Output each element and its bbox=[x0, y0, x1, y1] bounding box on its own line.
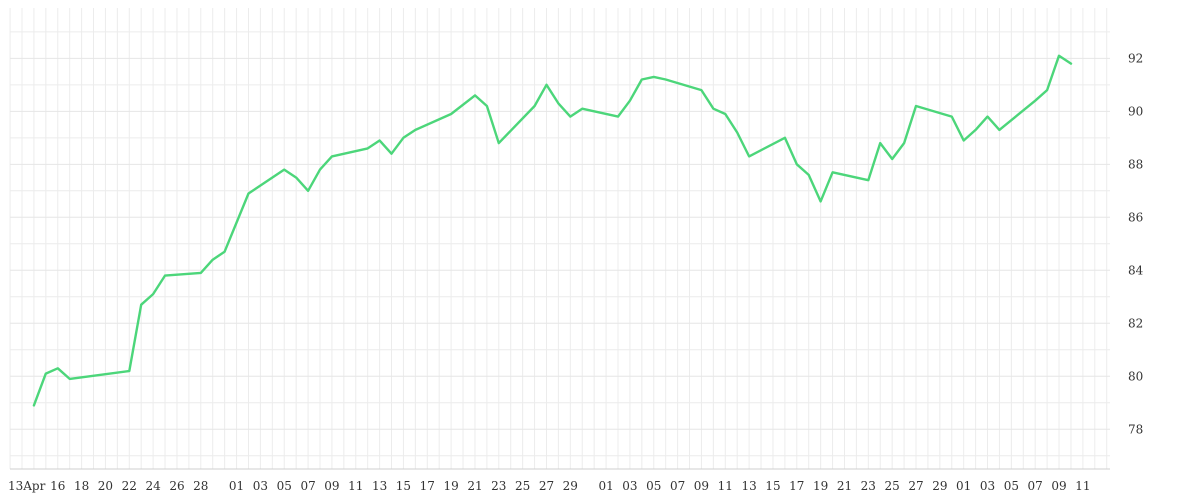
x-tick-label: 17 bbox=[420, 479, 435, 493]
x-tick-label: 05 bbox=[277, 479, 292, 493]
x-tick-label: 11 bbox=[718, 479, 733, 493]
x-tick-label: 26 bbox=[169, 479, 184, 493]
x-tick-label: 27 bbox=[539, 479, 554, 493]
x-tick-label: 18 bbox=[74, 479, 89, 493]
x-tick-label: 01 bbox=[956, 479, 971, 493]
x-tick-label: 17 bbox=[789, 479, 804, 493]
y-tick-label: 78 bbox=[1128, 422, 1143, 436]
x-tick-label: 29 bbox=[932, 479, 947, 493]
x-tick-label: 13 bbox=[372, 479, 387, 493]
x-tick-label: 07 bbox=[670, 479, 685, 493]
x-tick-label: 28 bbox=[193, 479, 208, 493]
horizontal-grid-lines bbox=[10, 31, 1110, 457]
vertical-grid-lines bbox=[9, 8, 1108, 469]
x-tick-label: 07 bbox=[1028, 479, 1043, 493]
x-tick-label: 07 bbox=[300, 479, 315, 493]
x-tick-label: 15 bbox=[396, 479, 411, 493]
x-tick-label: 24 bbox=[145, 479, 161, 493]
y-tick-label: 82 bbox=[1128, 316, 1143, 330]
x-tick-label: 23 bbox=[861, 479, 876, 493]
y-tick-label: 92 bbox=[1128, 51, 1143, 65]
y-tick-label: 86 bbox=[1128, 210, 1143, 224]
x-tick-label: 03 bbox=[980, 479, 995, 493]
x-tick-label: 03 bbox=[253, 479, 268, 493]
x-tick-label: 09 bbox=[324, 479, 339, 493]
x-tick-label: 09 bbox=[694, 479, 709, 493]
x-tick-label: 05 bbox=[1004, 479, 1019, 493]
x-tick-label: 25 bbox=[885, 479, 900, 493]
x-tick-label: 22 bbox=[122, 479, 137, 493]
x-tick-label: 19 bbox=[443, 479, 458, 493]
x-tick-label: 21 bbox=[467, 479, 482, 493]
x-tick-label: 16 bbox=[50, 479, 65, 493]
y-tick-label: 90 bbox=[1128, 104, 1143, 118]
x-tick-label: 20 bbox=[98, 479, 113, 493]
x-tick-label: 05 bbox=[646, 479, 661, 493]
x-tick-label: 03 bbox=[622, 479, 637, 493]
x-tick-label: 21 bbox=[837, 479, 852, 493]
x-tick-label: 15 bbox=[765, 479, 780, 493]
y-axis-ticks: 78 80 82 84 86 88 90 92 bbox=[1128, 51, 1144, 436]
x-tick-label: 13Apr bbox=[8, 479, 46, 493]
x-tick-label: 01 bbox=[598, 479, 613, 493]
x-tick-label: 19 bbox=[813, 479, 828, 493]
x-tick-label: 23 bbox=[491, 479, 506, 493]
y-tick-label: 88 bbox=[1128, 157, 1143, 171]
y-tick-label: 84 bbox=[1128, 263, 1144, 277]
series-line bbox=[32, 54, 1073, 407]
x-tick-label: 25 bbox=[515, 479, 530, 493]
x-tick-label: 09 bbox=[1051, 479, 1066, 493]
y-tick-label: 80 bbox=[1128, 369, 1143, 383]
x-axis-ticks: 13Apr 16 18 20 22 24 26 28 01 03 05 07 09 11 13 15 17 19 2… bbox=[8, 479, 1091, 493]
x-tick-label: 01 bbox=[229, 479, 244, 493]
x-tick-label: 13 bbox=[741, 479, 756, 493]
x-tick-label: 29 bbox=[563, 479, 578, 493]
x-tick-label: 11 bbox=[348, 479, 363, 493]
x-tick-label: 11 bbox=[1075, 479, 1090, 493]
x-tick-label: 27 bbox=[908, 479, 923, 493]
series-group bbox=[32, 54, 1073, 407]
